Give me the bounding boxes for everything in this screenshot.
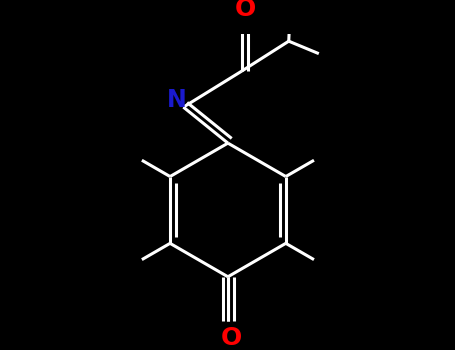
Text: O: O	[221, 327, 242, 350]
Text: N: N	[167, 88, 187, 112]
Text: O: O	[234, 0, 256, 21]
